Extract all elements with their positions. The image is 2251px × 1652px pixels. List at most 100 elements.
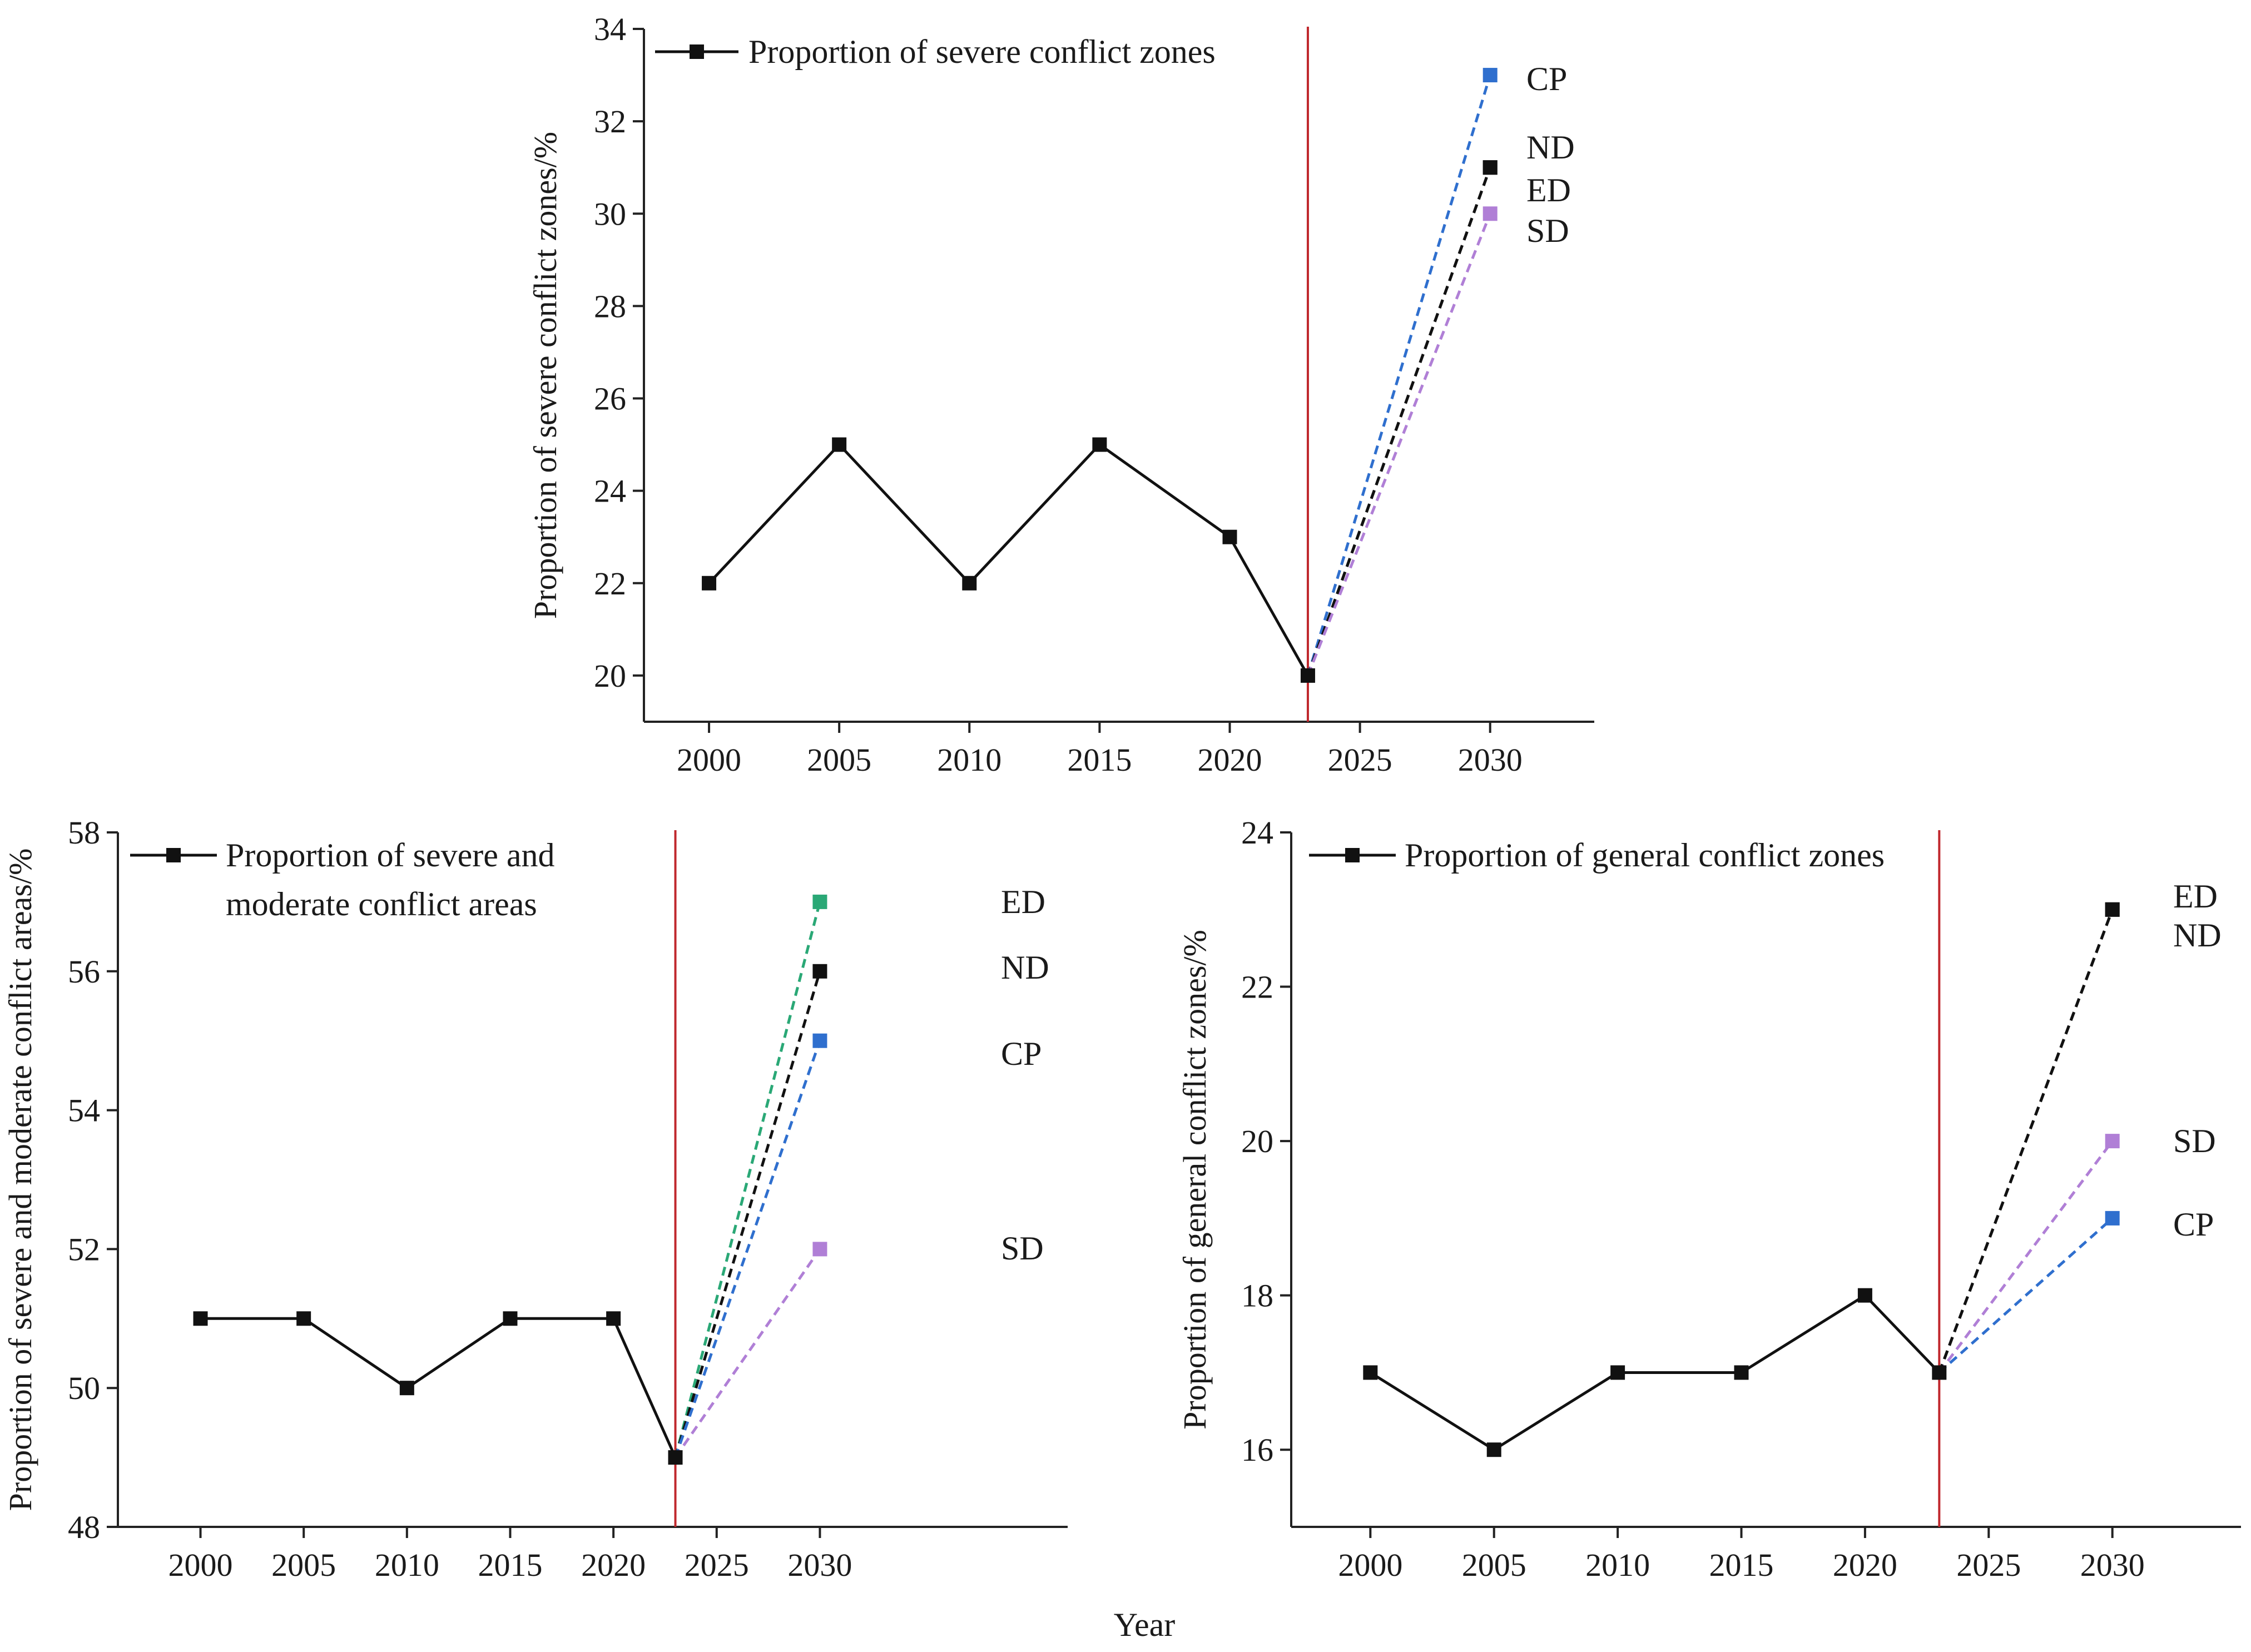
y-tick-label: 24: [594, 473, 626, 509]
y-tick-label: 52: [68, 1231, 100, 1267]
y-tick-label: 20: [1241, 1123, 1273, 1159]
scenario-line-ND: [674, 971, 821, 1458]
y-tick-label: 34: [594, 11, 626, 47]
scenario-line-ND: [1938, 909, 2114, 1373]
legend-marker: [1345, 848, 1360, 862]
chart-severe-moderate-conflict-areas: 48 50 52 54 56 58 2000 2005 2010 2015 2020 2025 2030…: [2, 815, 1068, 1583]
x-tick-label: 2020: [1833, 1547, 1897, 1583]
x-tick-label: 2030: [787, 1547, 852, 1583]
scenario-label-ED: ED: [1526, 172, 1571, 209]
data-point: [606, 1311, 621, 1326]
y-tick-label: 16: [1241, 1432, 1273, 1468]
x-tick-label: 2030: [1458, 742, 1523, 778]
scenario-line-SD: [1306, 213, 1492, 676]
y-tick-label: 20: [594, 658, 626, 694]
data-point: [1734, 1365, 1749, 1380]
data-point: [702, 576, 717, 591]
y-axis-label: Proportion of severe and moderate confli…: [2, 849, 38, 1511]
y-tick-label: 58: [68, 815, 100, 851]
scenario-label-ED: ED: [2173, 878, 2218, 915]
x-tick-label: 2020: [1197, 742, 1262, 778]
scenario-label-CP: CP: [1526, 61, 1567, 97]
legend-label: moderate conflict areas: [226, 886, 537, 922]
scenario-line-ED: [1306, 167, 1492, 676]
data-point: [399, 1381, 414, 1396]
x-tick-label: 2025: [685, 1547, 749, 1583]
scenario-line-CP: [1306, 75, 1492, 676]
scenario-point-ND: [2105, 902, 2120, 917]
chart-general-conflict-zones: 16 18 20 22 24 2000 2005 2010 2015 2020 2025 2030 Pr…: [1177, 815, 2241, 1583]
x-tick-label: 2005: [1462, 1547, 1526, 1583]
series-line: [708, 442, 1310, 677]
x-tick-label: 2015: [478, 1547, 542, 1583]
y-tick-label: 54: [68, 1093, 100, 1129]
x-tick-label: 2000: [677, 742, 741, 778]
scenario-label-CP: CP: [1001, 1035, 1042, 1072]
scenario-point-CP: [2105, 1211, 2120, 1226]
x-tick-label: 2015: [1709, 1547, 1774, 1583]
scenario-point-ED: [812, 894, 827, 909]
legend-label: Proportion of general conflict zones: [1405, 837, 1885, 874]
scenario-point-SD: [1483, 206, 1498, 221]
scenario-label-SD: SD: [2173, 1123, 2216, 1159]
data-point: [1486, 1442, 1501, 1457]
scenario-point-SD: [812, 1242, 827, 1257]
y-tick-label: 32: [594, 103, 626, 140]
y-tick-label: 30: [594, 196, 626, 232]
data-point: [962, 576, 977, 591]
x-tick-label: 2000: [168, 1547, 233, 1583]
scenario-point-SD: [2105, 1134, 2120, 1149]
y-tick-label: 48: [68, 1509, 100, 1545]
x-tick-label: 2020: [581, 1547, 646, 1583]
x-tick-label: 2010: [1585, 1547, 1650, 1583]
data-point: [296, 1311, 311, 1326]
data-point: [1300, 668, 1315, 683]
y-tick-label: 18: [1241, 1278, 1273, 1314]
scenario-line-SD: [674, 1248, 821, 1458]
series-line: [1370, 1293, 1941, 1452]
legend-label: Proportion of severe and: [226, 837, 555, 874]
y-tick-label: 22: [594, 565, 626, 602]
y-axis-label: Proportion of severe conflict zones/%: [527, 132, 563, 619]
data-point: [1222, 529, 1237, 544]
scenario-label-ND: ND: [1001, 949, 1049, 986]
x-tick-label: 2000: [1338, 1547, 1402, 1583]
y-tick-label: 24: [1241, 815, 1273, 851]
data-point: [668, 1450, 683, 1465]
scenario-label-ND: ND: [1526, 129, 1575, 166]
data-point: [1610, 1365, 1625, 1380]
data-point: [1363, 1365, 1378, 1380]
legend-marker: [690, 44, 704, 59]
scenario-point-CP: [1483, 68, 1498, 83]
x-tick-label: 2010: [375, 1547, 439, 1583]
data-point: [503, 1311, 518, 1326]
y-tick-label: 26: [594, 381, 626, 417]
legend-marker: [166, 848, 181, 862]
x-tick-label: 2025: [1328, 742, 1392, 778]
scenario-point-ED: [1483, 160, 1498, 175]
y-tick-label: 28: [594, 288, 626, 324]
scenario-label-ED: ED: [1001, 884, 1045, 920]
legend-label: Proportion of severe conflict zones: [748, 33, 1216, 70]
data-point: [193, 1311, 208, 1326]
x-tick-label: 2015: [1067, 742, 1132, 778]
data-point: [1857, 1288, 1872, 1303]
chart-severe-conflict-zones: 20 22 24 26 28 30 32 34 2000 2005 2010 2015 2020 2025…: [527, 11, 1594, 778]
scenario-line-CP: [1938, 1217, 2114, 1374]
scenario-label-CP: CP: [2173, 1206, 2214, 1243]
x-tick-label: 2005: [271, 1547, 336, 1583]
scenario-line-SD: [1938, 1140, 2114, 1373]
shared-x-axis-label: Year: [1114, 1606, 1176, 1643]
scenario-line-CP: [674, 1040, 821, 1458]
data-point: [832, 437, 847, 452]
scenario-point-ND: [812, 964, 827, 979]
y-axis-label: Proportion of general conflict zones/%: [1177, 930, 1213, 1430]
data-point: [1092, 437, 1107, 452]
scenario-line-ED: [674, 901, 821, 1458]
scenario-label-ND: ND: [2173, 917, 2222, 954]
scenario-label-SD: SD: [1526, 212, 1569, 249]
data-point: [1932, 1365, 1947, 1380]
scenario-label-SD: SD: [1001, 1230, 1044, 1267]
y-tick-label: 50: [68, 1370, 100, 1406]
